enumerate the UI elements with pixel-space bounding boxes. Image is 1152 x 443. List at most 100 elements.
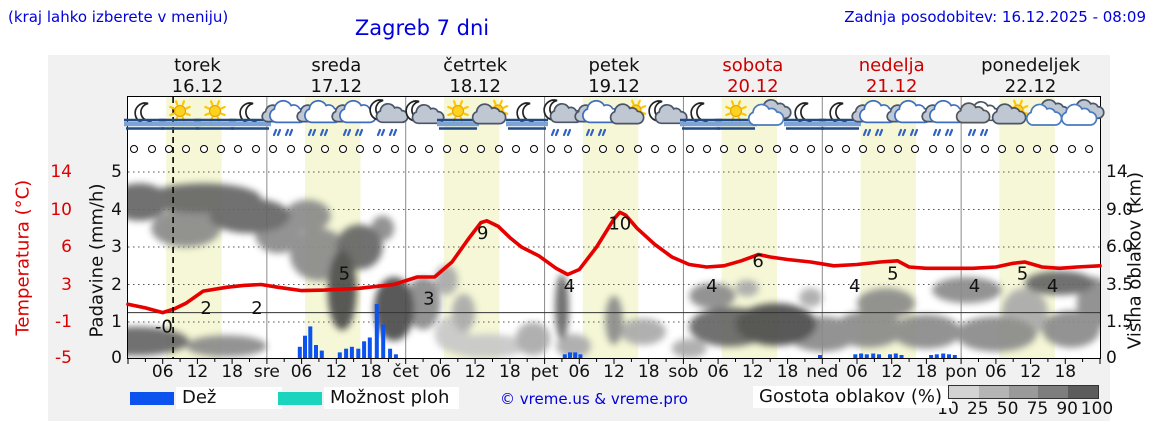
weather-icon-cloud <box>748 98 792 126</box>
shower-marker-circle <box>946 145 954 153</box>
shower-marker-circle <box>598 145 607 153</box>
day-name-sreda: sreda <box>311 55 362 76</box>
weather-icon-moon-cloud-rain <box>369 99 409 137</box>
x-tick-label: 06 <box>707 362 729 382</box>
svg-text:9: 9 <box>477 223 488 244</box>
temp-tick-label: 10 <box>50 199 72 220</box>
x-day-abbrev: pon <box>945 362 978 382</box>
day-date: 17.12 <box>310 76 363 97</box>
colorbar-segment <box>978 386 1009 398</box>
x-tick-label: 18 <box>221 362 243 382</box>
colorbar-segment <box>1038 386 1069 398</box>
svg-text:4: 4 <box>969 276 980 297</box>
x-day-abbrev: ned <box>806 362 839 382</box>
precip-tick-label: 2 <box>111 274 122 295</box>
x-tick-label: 06 <box>985 362 1007 382</box>
shower-marker-circle <box>772 145 781 153</box>
temp-tick-label: 14 <box>50 162 72 182</box>
cloud-density-colorbar <box>948 385 1099 399</box>
shower-marker-circle <box>512 145 521 153</box>
svg-text:2: 2 <box>251 298 262 319</box>
svg-text:4: 4 <box>1047 276 1058 297</box>
x-tick-label: 12 <box>880 362 903 382</box>
svg-text:6: 6 <box>752 251 763 272</box>
x-tick-label: 12 <box>325 362 348 382</box>
svg-text:2: 2 <box>200 298 211 319</box>
precipitation-bars <box>297 304 957 358</box>
shower-marker-circle <box>165 145 173 153</box>
shower-marker-circle <box>477 145 486 153</box>
colorbar-tick-label: 50 <box>996 399 1019 419</box>
showers-legend-swatch <box>278 392 322 405</box>
rain-legend-swatch <box>130 392 174 405</box>
x-tick-label: 12 <box>603 362 625 382</box>
day-name-četrtek: četrtek <box>443 55 508 76</box>
day-date: 20.12 <box>727 76 779 97</box>
svg-text:3: 3 <box>423 289 434 310</box>
x-tick-label: 18 <box>1054 362 1077 382</box>
x-tick-label: 18 <box>915 362 938 382</box>
shower-marker-circle <box>1084 145 1093 153</box>
shower-marker-circle <box>182 145 191 153</box>
shower-marker-circle <box>720 145 729 153</box>
svg-text:10: 10 <box>608 214 631 235</box>
x-tick-label: 12 <box>742 362 764 382</box>
svg-text:4: 4 <box>706 276 717 297</box>
svg-text:5: 5 <box>339 264 350 285</box>
svg-text:4: 4 <box>564 276 575 297</box>
shower-marker-circle <box>737 145 746 153</box>
shower-marker-circle <box>546 145 555 153</box>
shower-marker-circle <box>408 145 416 153</box>
shower-marker-circle <box>859 145 868 153</box>
plot-area: -0 2 2 5 3 9 4 10 4 6 4 5 4 5 4 <box>124 96 1105 364</box>
shower-marker-circle <box>824 145 833 153</box>
x-tick-label: 18 <box>776 362 799 382</box>
svg-text:5: 5 <box>1017 264 1028 285</box>
precip-tick-label: 0 <box>111 348 122 368</box>
shower-marker-circle <box>807 145 816 153</box>
precip-tick-label: 3 <box>111 237 122 257</box>
temp-tick-label: -5 <box>55 348 72 368</box>
shower-marker-circle <box>998 145 1007 153</box>
shower-marker-circle <box>980 145 989 153</box>
temp-tick-label: -1 <box>55 312 72 332</box>
x-tick-label: 06 <box>290 362 313 382</box>
day-name-petek: petek <box>588 55 640 76</box>
x-tick-label: 06 <box>151 362 174 382</box>
x-tick-label: 18 <box>499 362 521 382</box>
x-tick-label: 06 <box>846 362 868 382</box>
copyright-link[interactable]: © vreme.us & vreme.pro <box>500 390 688 408</box>
cloud-tick-label: 9.0 <box>1106 199 1134 220</box>
shower-marker-circle <box>928 145 937 153</box>
shower-marker-circle <box>373 145 382 153</box>
weather-icon-moon-cloud <box>648 100 688 125</box>
shower-marker-circle <box>894 145 902 153</box>
shower-marker-circle <box>668 145 677 153</box>
x-tick-label: 18 <box>360 362 382 382</box>
weather-icon-sun-cloud <box>610 99 647 125</box>
day-date: 16.12 <box>171 76 224 97</box>
shower-marker-circle <box>303 145 312 153</box>
weather-icon-cloud <box>1060 98 1105 126</box>
svg-text:-0: -0 <box>155 317 173 338</box>
svg-text:4: 4 <box>849 276 860 297</box>
cloud-tick-label: 3.5 <box>1106 274 1134 295</box>
temp-tick-label: 6 <box>61 237 72 257</box>
x-tick-label: 06 <box>429 362 452 382</box>
weather-icon-sun-fog <box>436 100 479 130</box>
menu-hint: (kraj lahko izberete v meniju) <box>8 8 229 26</box>
colorbar-segment <box>949 386 979 398</box>
weather-icon-moon-fog <box>506 102 549 130</box>
x-tick-label: 12 <box>1019 362 1042 382</box>
cloud-tick-label: 6.0 <box>1106 237 1134 257</box>
shower-marker-circle <box>199 145 208 153</box>
x-tick-label: 06 <box>568 362 591 382</box>
x-tick-label: 12 <box>186 362 209 382</box>
shower-marker-circle <box>703 145 711 153</box>
cloud-tick-label: 14 <box>1106 162 1128 182</box>
colorbar-tick-label: 25 <box>966 399 989 419</box>
shower-marker-circle <box>286 145 295 153</box>
shower-marker-circle <box>460 145 468 153</box>
